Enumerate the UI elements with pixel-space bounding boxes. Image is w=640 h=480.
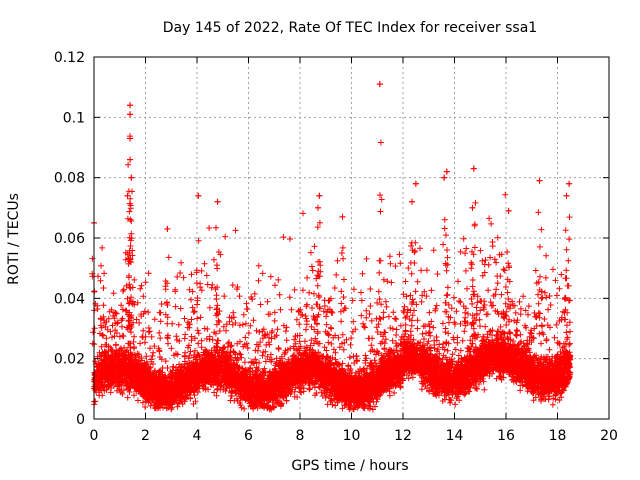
- x-tick-label: 18: [549, 428, 567, 444]
- notable-point: [316, 192, 323, 199]
- notable-point: [214, 198, 221, 205]
- y-tick-label: 0.06: [54, 231, 85, 247]
- notable-point: [127, 102, 134, 109]
- notable-point: [127, 135, 134, 142]
- x-tick-label: 20: [600, 428, 618, 444]
- x-tick-label: 10: [343, 428, 361, 444]
- y-tick-label: 0.04: [54, 291, 85, 307]
- x-tick-label: 4: [193, 428, 202, 444]
- chart-title: Day 145 of 2022, Rate Of TEC Index for r…: [163, 20, 537, 36]
- y-tick-label: 0.02: [54, 352, 85, 368]
- data-points: [89, 81, 574, 413]
- notable-point: [469, 204, 476, 211]
- y-tick-label: 0.1: [63, 110, 85, 126]
- x-tick-label: 12: [394, 428, 412, 444]
- x-tick-label: 2: [141, 428, 150, 444]
- y-axis-label: ROTI / TECUs: [6, 193, 22, 285]
- notable-point: [443, 168, 450, 175]
- notable-point: [409, 198, 416, 205]
- x-tick-label: 6: [244, 428, 253, 444]
- y-tick-label: 0.08: [54, 171, 85, 187]
- notable-point: [124, 192, 131, 199]
- axis-ticks: 0 2 4 6 8 10 12 14 16 18 20 0 0.02 0.04 0.06 0.08 0.1 0.1…: [54, 50, 618, 444]
- notable-point: [339, 213, 346, 220]
- x-tick-label: 16: [497, 428, 515, 444]
- notable-point: [566, 180, 573, 187]
- notable-point: [563, 192, 570, 199]
- notable-point: [128, 174, 135, 181]
- notable-point: [127, 111, 134, 118]
- scatter-markers: [89, 81, 574, 413]
- notable-point: [164, 225, 171, 232]
- notable-point: [536, 177, 543, 184]
- x-tick-label: 14: [446, 428, 464, 444]
- notable-point: [127, 156, 134, 163]
- y-tick-label: 0: [76, 412, 85, 428]
- notable-point: [376, 81, 383, 88]
- notable-point: [412, 180, 419, 187]
- x-tick-label: 0: [90, 428, 99, 444]
- grid-lines: [94, 57, 609, 419]
- notable-point: [505, 207, 512, 214]
- x-axis-label: GPS time / hours: [291, 458, 408, 474]
- notable-point: [441, 174, 448, 181]
- notable-point: [315, 204, 322, 211]
- y-tick-label: 0.12: [54, 50, 85, 66]
- x-tick-label: 8: [296, 428, 305, 444]
- notable-point: [195, 192, 202, 199]
- notable-point: [470, 165, 477, 172]
